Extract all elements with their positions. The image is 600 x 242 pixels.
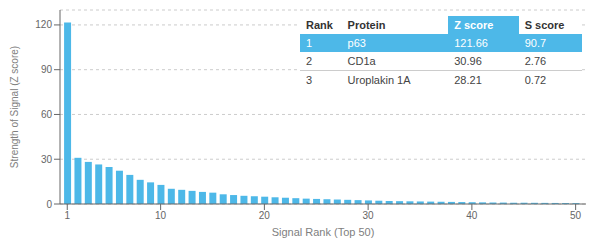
html-text:90.7: 90.7 — [524, 37, 547, 49]
svg-text:Signal Rank (Top 50): Signal Rank (Top 50) — [272, 226, 375, 238]
html-text:2.76: 2.76 — [524, 55, 547, 67]
svg-text:1: 1 — [64, 210, 70, 221]
svg-text:30: 30 — [41, 154, 53, 165]
html-text:2: 2 — [306, 55, 313, 67]
svg-text:10: 10 — [155, 210, 167, 221]
html-text:0.72: 0.72 — [524, 74, 547, 86]
svg-text:30: 30 — [363, 210, 375, 221]
svg-text:Strength of Signal (Z score): Strength of Signal (Z score) — [9, 46, 20, 168]
html-text:28.21: 28.21 — [454, 74, 482, 86]
html-text:3: 3 — [306, 74, 313, 86]
svg-text:40: 40 — [466, 210, 478, 221]
html-text:Rank: Rank — [306, 19, 333, 31]
svg-text:20: 20 — [259, 210, 271, 221]
svg-text:0: 0 — [46, 199, 52, 210]
html-text:S score: S score — [524, 19, 565, 31]
html-text:Protein: Protein — [347, 19, 386, 31]
svg-text:120: 120 — [35, 19, 52, 30]
svg-text:60: 60 — [41, 109, 53, 120]
svg-text:90: 90 — [41, 64, 53, 75]
html-text:30.96: 30.96 — [454, 55, 482, 67]
html-text:121.66: 121.66 — [454, 37, 488, 49]
html-text:p63: p63 — [347, 37, 366, 49]
html-text:Z score: Z score — [454, 19, 494, 31]
svg-text:50: 50 — [570, 210, 582, 221]
html-text:1: 1 — [306, 37, 313, 49]
html-text:CD1a: CD1a — [347, 55, 376, 67]
html-text:Uroplakin 1A: Uroplakin 1A — [347, 74, 411, 86]
